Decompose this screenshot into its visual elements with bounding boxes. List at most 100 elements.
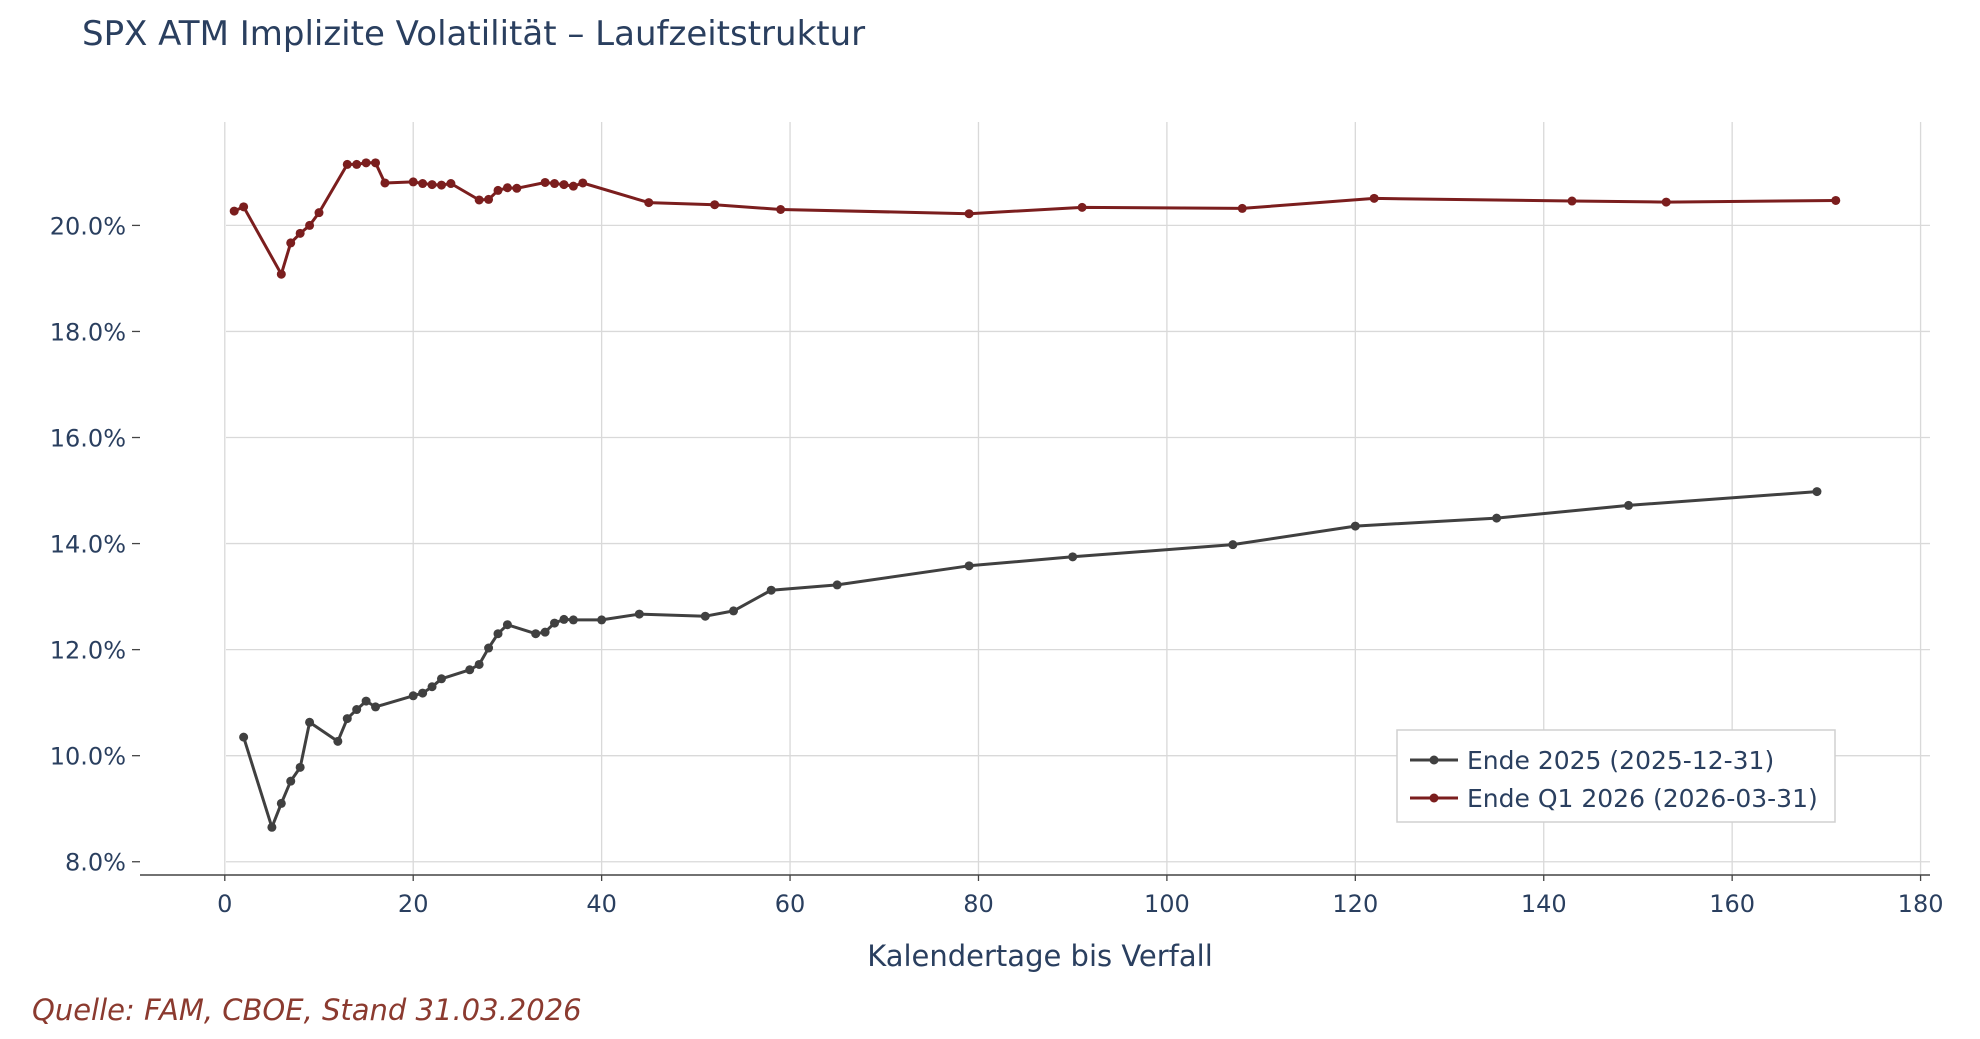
- grid: [140, 122, 1930, 876]
- data-point: [342, 159, 352, 169]
- data-point: [474, 195, 484, 205]
- data-point: [361, 158, 371, 168]
- legend-swatch-marker: [1429, 755, 1439, 765]
- data-point: [493, 629, 503, 639]
- data-point: [484, 643, 494, 653]
- series-line-1: [233, 161, 1836, 276]
- y-tick-label: 20.0%: [50, 212, 126, 240]
- data-point: [531, 629, 541, 639]
- data-point: [578, 178, 588, 188]
- y-tick-label: 18.0%: [50, 318, 126, 346]
- x-tick-label: 60: [775, 890, 806, 918]
- y-tick-label: 14.0%: [50, 531, 126, 559]
- data-point: [964, 209, 974, 219]
- x-tick-label: 140: [1521, 890, 1567, 918]
- data-point: [1812, 487, 1822, 497]
- data-point: [540, 627, 550, 637]
- data-point: [729, 606, 739, 616]
- data-point: [964, 561, 974, 571]
- data-point: [832, 580, 842, 590]
- data-point: [408, 691, 418, 701]
- data-point: [1350, 521, 1360, 531]
- data-point: [436, 180, 446, 190]
- data-point: [295, 762, 305, 772]
- x-tick-label: 0: [217, 890, 232, 918]
- legend-item-0[interactable]: Ende 2025 (2025-12-31): [1410, 746, 1774, 775]
- data-point: [276, 798, 286, 808]
- data-point: [644, 198, 654, 208]
- data-point: [568, 615, 578, 625]
- data-point: [239, 732, 249, 742]
- data-point: [550, 179, 560, 189]
- data-point: [1492, 513, 1502, 523]
- data-point: [502, 620, 512, 630]
- data-point: [550, 618, 560, 628]
- data-point: [352, 159, 362, 169]
- legend-swatch-marker: [1429, 793, 1439, 803]
- data-point: [305, 220, 315, 230]
- data-point: [295, 228, 305, 238]
- x-tick-label: 20: [398, 890, 429, 918]
- data-point: [1237, 203, 1247, 213]
- data-point: [380, 178, 390, 188]
- data-point: [1077, 202, 1087, 212]
- legend-box: [1396, 729, 1836, 823]
- chart-title: SPX ATM Implizite Volatilität – Laufzeit…: [82, 14, 865, 54]
- x-tick-label: 120: [1332, 890, 1378, 918]
- x-tick-label: 100: [1144, 890, 1190, 918]
- data-point: [352, 705, 362, 715]
- data-point: [776, 204, 786, 214]
- data-point: [540, 177, 550, 187]
- x-axis-label: Kalendertage bis Verfall: [867, 939, 1213, 973]
- x-tick-label: 180: [1898, 890, 1944, 918]
- data-point: [436, 674, 446, 684]
- data-point: [267, 822, 277, 832]
- data-point: [710, 200, 720, 210]
- legend-label: Ende Q1 2026 (2026-03-31): [1467, 784, 1818, 813]
- data-point: [342, 714, 352, 724]
- data-point: [418, 688, 428, 698]
- series-points: [229, 158, 1841, 832]
- legend[interactable]: Ende 2025 (2025-12-31) Ende Q1 2026 (2026…: [1396, 729, 1836, 823]
- data-point: [597, 615, 607, 625]
- data-point: [427, 682, 437, 692]
- data-point: [512, 183, 522, 193]
- legend-item-1[interactable]: Ende Q1 2026 (2026-03-31): [1410, 784, 1818, 813]
- x-axis-ticks: 0 20 40 60 80 100 120 140 160 180: [217, 875, 1943, 918]
- data-point: [1831, 195, 1841, 205]
- y-tick-label: 12.0%: [50, 637, 126, 665]
- data-point: [1567, 196, 1577, 206]
- data-point: [276, 269, 286, 279]
- data-point: [1624, 500, 1634, 510]
- data-point: [766, 585, 776, 595]
- data-point: [474, 659, 484, 669]
- source-note: Quelle: FAM, CBOE, Stand 31.03.2026: [32, 993, 582, 1027]
- y-tick-label: 8.0%: [65, 849, 126, 877]
- y-axis-ticks: 8.0% 10.0% 12.0% 14.0% 16.0% 18.0% 20.0%: [50, 212, 140, 877]
- data-point: [568, 181, 578, 191]
- data-point: [229, 206, 239, 216]
- data-point: [700, 611, 710, 621]
- data-point: [286, 238, 296, 248]
- data-point: [361, 696, 371, 706]
- data-point: [634, 609, 644, 619]
- data-point: [1228, 540, 1238, 550]
- data-point: [559, 614, 569, 624]
- data-point: [559, 180, 569, 190]
- data-point: [465, 665, 475, 675]
- data-point: [493, 185, 503, 195]
- x-tick-label: 80: [963, 890, 994, 918]
- x-tick-label: 160: [1709, 890, 1755, 918]
- data-point: [427, 180, 437, 190]
- y-tick-label: 16.0%: [50, 425, 126, 453]
- data-point: [239, 202, 249, 212]
- data-point: [1661, 197, 1671, 207]
- data-point: [1068, 552, 1078, 562]
- legend-label: Ende 2025 (2025-12-31): [1467, 746, 1774, 775]
- x-tick-label: 40: [586, 890, 617, 918]
- data-point: [408, 177, 418, 187]
- data-point: [502, 183, 512, 193]
- data-point: [484, 194, 494, 204]
- data-point: [314, 208, 324, 218]
